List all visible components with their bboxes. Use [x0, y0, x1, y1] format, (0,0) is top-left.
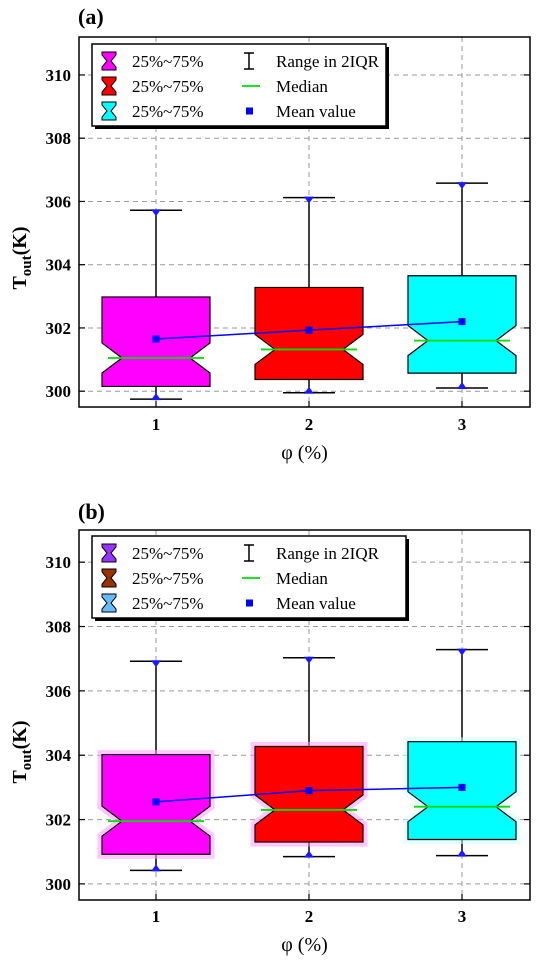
y-tick-label: 302	[46, 811, 72, 830]
whisker-marker-upper	[457, 648, 467, 656]
legend-swatch-box	[101, 51, 117, 71]
whisker-marker-lower	[304, 850, 314, 858]
y-axis-title-sub: out	[19, 749, 35, 770]
box-body	[254, 745, 364, 843]
y-tick-label: 308	[46, 618, 72, 637]
mean-marker	[152, 335, 160, 343]
legend-label: Range in 2IQR	[276, 544, 380, 563]
legend-label: 25%~75%	[132, 594, 204, 613]
y-tick-label: 304	[46, 746, 72, 765]
panel-label: (a)	[78, 4, 104, 29]
y-tick-label: 310	[46, 66, 72, 85]
whisker-marker-lower	[457, 849, 467, 857]
y-tick-label: 302	[46, 319, 72, 338]
x-tick-label: 2	[305, 907, 314, 926]
whisker-marker-upper	[151, 660, 161, 668]
y-axis-title-main: T	[9, 276, 31, 290]
whisker-marker-lower	[304, 386, 314, 394]
whisker-marker-upper	[151, 209, 161, 217]
whisker-marker-upper	[304, 656, 314, 664]
y-tick-label: 310	[46, 553, 72, 572]
legend-swatch-box	[101, 76, 117, 96]
legend-swatch-box	[101, 568, 117, 588]
legend-label: Mean value	[276, 102, 356, 121]
legend-label: Range in 2IQR	[276, 52, 380, 71]
y-tick-label: 306	[46, 192, 72, 211]
legend-swatch-square	[246, 107, 253, 115]
y-axis-title-unit: (K)	[9, 720, 31, 749]
y-axis-title-unit: (K)	[9, 226, 31, 255]
y-tick-label: 308	[46, 129, 72, 148]
legend-swatch-square	[246, 599, 253, 607]
x-tick-label: 1	[152, 907, 161, 926]
whisker-marker-lower	[151, 864, 161, 872]
whisker-marker-upper	[457, 182, 467, 190]
legend-label: 25%~75%	[132, 77, 204, 96]
legend-swatch-box	[101, 543, 117, 563]
legend-label: 25%~75%	[132, 544, 204, 563]
x-tick-label: 3	[458, 907, 467, 926]
mean-marker	[458, 783, 466, 791]
plot-frame	[78, 36, 531, 408]
mean-marker	[152, 798, 160, 806]
x-tick-label: 1	[152, 415, 161, 434]
x-tick-label: 2	[305, 415, 314, 434]
chart-panel-b: (b) 300 302 304 306 308 310 1 2 3 φ (%) Tout(K) 25%~…	[9, 499, 531, 956]
x-axis-title: φ (%)	[281, 934, 328, 956]
mean-marker	[305, 787, 313, 795]
whisker-marker-lower	[151, 393, 161, 401]
legend-label: 25%~75%	[132, 102, 204, 121]
y-tick-label: 300	[46, 382, 72, 401]
chart-panel-a: (a) 300 302 304 306 308 310 1 2 3 φ (%) Tout(K) 25%~…	[9, 4, 531, 464]
legend-label: 25%~75%	[132, 52, 204, 71]
y-axis-title-sub: out	[19, 255, 35, 276]
y-tick-label: 306	[46, 682, 72, 701]
panel-label: (b)	[78, 499, 105, 524]
y-tick-label: 300	[46, 875, 72, 894]
legend: 25%~75% Range in 2IQR 25%~75% Median 25%~75%…	[91, 43, 389, 129]
y-axis-title: Tout(K)	[9, 720, 35, 783]
box-2	[250, 656, 368, 858]
x-tick-label: 3	[458, 415, 467, 434]
legend-box	[91, 43, 387, 127]
mean-marker	[305, 326, 313, 334]
legend-label: Median	[276, 77, 328, 96]
x-axis-title: φ (%)	[281, 442, 328, 464]
legend-swatch-box	[101, 101, 117, 121]
legend-swatch-box	[101, 593, 117, 613]
whisker-marker-lower	[457, 382, 467, 390]
mean-marker	[458, 318, 466, 326]
legend-label: Mean value	[276, 594, 356, 613]
legend-label: Median	[276, 569, 328, 588]
y-tick-label: 304	[46, 256, 72, 275]
whisker-marker-upper	[304, 196, 314, 204]
legend: 25%~75% Range in 2IQR 25%~75% Median 25%~75%…	[91, 535, 409, 621]
y-axis-title: Tout(K)	[9, 226, 35, 289]
plot-frame	[78, 529, 531, 901]
y-axis-title-main: T	[9, 770, 31, 784]
legend-label: 25%~75%	[132, 569, 204, 588]
